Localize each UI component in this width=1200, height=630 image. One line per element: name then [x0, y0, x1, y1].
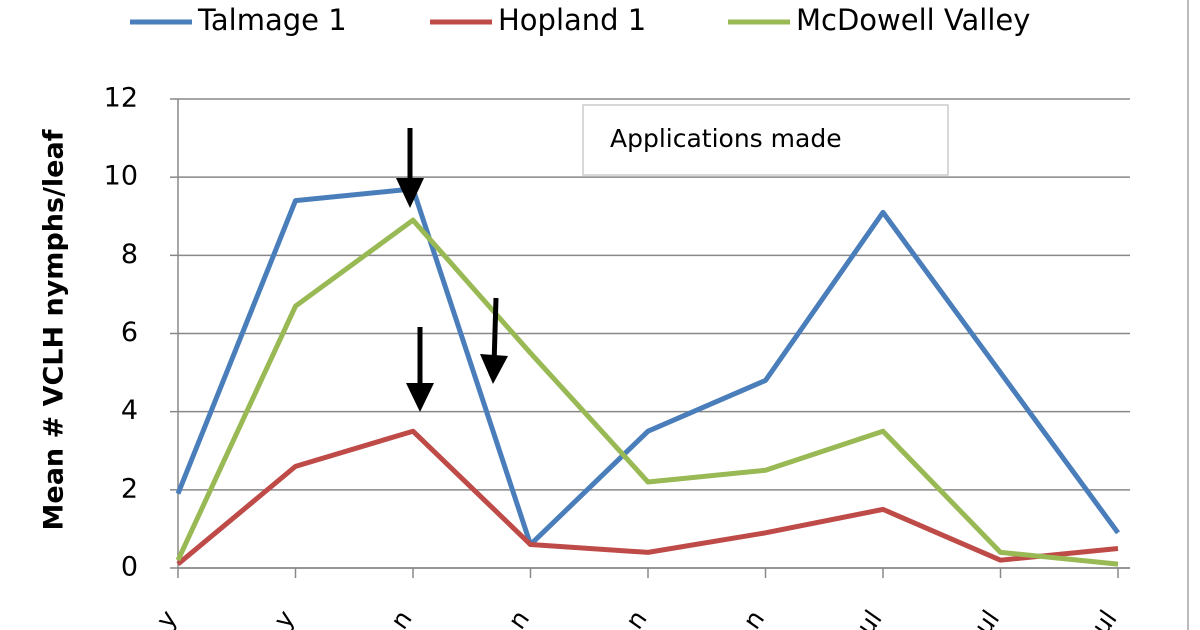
y-tick-label: 6	[121, 317, 138, 348]
legend-label: Talmage 1	[197, 3, 347, 37]
series-line	[175, 217, 1119, 567]
legend-label: McDowell Valley	[796, 3, 1030, 37]
series-line	[175, 186, 1121, 548]
y-tick-label: 2	[121, 473, 138, 504]
annotation-box	[582, 104, 949, 176]
y-tick-label: 8	[121, 239, 138, 270]
annotation-text: Applications made	[610, 124, 842, 153]
y-axis-label: Mean # VCLH nymphs/leaf	[39, 129, 70, 530]
series-line	[176, 428, 1119, 567]
y-tick-label: 12	[104, 83, 138, 114]
y-tick-label: 4	[121, 395, 138, 426]
y-tick-label: 10	[104, 161, 138, 192]
legend-label: Hopland 1	[498, 3, 646, 37]
y-tick-label: 0	[121, 552, 138, 583]
arrows	[396, 128, 508, 412]
